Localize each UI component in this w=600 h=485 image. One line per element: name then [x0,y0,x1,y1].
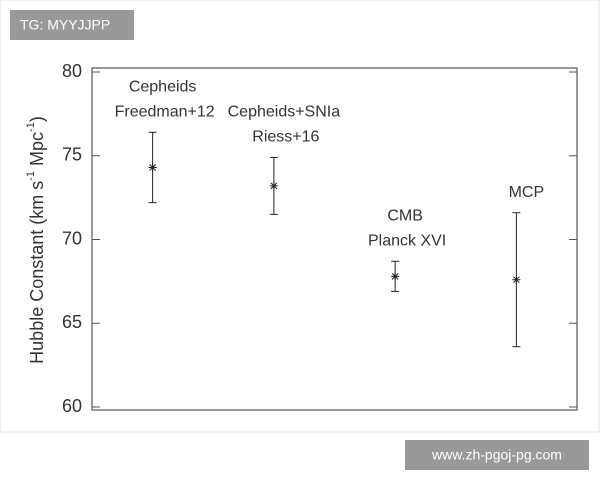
frame [0,0,600,433]
point [512,275,521,284]
y-tick-label: 80 [62,61,82,81]
y-label-part: Mpc [27,132,47,171]
y-tick-label: 70 [62,228,82,248]
watermark-box [405,440,589,470]
point [269,181,278,190]
point-label: CMB [387,207,423,224]
y-label-part: ) [27,116,47,122]
point-label: MCP [509,184,545,201]
watermark-box [10,10,134,40]
watermark: www.zh-pgoj-pg.com [431,447,562,463]
point-label: Cepheids+SNIa [228,104,341,121]
point [391,272,400,281]
y-tick-label: 65 [62,312,82,332]
y-label-part: Hubble Constant (km s [27,181,47,364]
y-tick-label: 75 [62,145,82,165]
point [148,163,157,172]
point-label: Planck XVI [368,232,446,249]
point-label: Cepheids [129,79,197,96]
y-tick-label: 60 [62,396,82,416]
point-label: Freedman+12 [115,104,215,121]
y-label-part: -1 [25,122,37,132]
watermark: TG: MYYJJPP [20,17,110,33]
y-axis-label: Hubble Constant (km s-1 Mpc-1) [25,116,47,364]
point-label: Riess+16 [252,129,319,146]
y-label-part: -1 [25,171,37,181]
